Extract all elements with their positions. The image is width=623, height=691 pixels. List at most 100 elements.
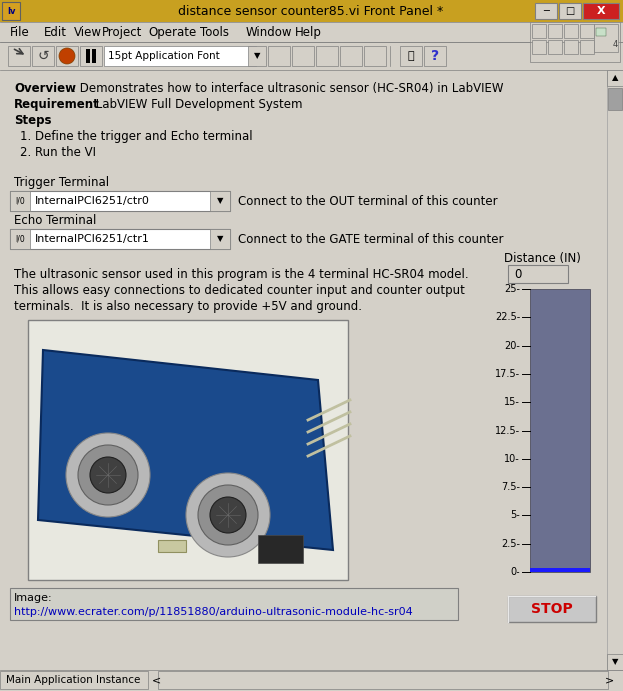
Bar — [400, 46, 422, 66]
Text: Overview: Overview — [14, 82, 76, 95]
Circle shape — [186, 473, 270, 557]
Bar — [340, 46, 362, 66]
Text: STOP: STOP — [531, 602, 573, 616]
Bar — [2, 2, 20, 20]
Bar — [596, 28, 606, 36]
Bar — [564, 24, 578, 38]
Bar — [158, 671, 608, 689]
Text: 15pt Application Font: 15pt Application Font — [108, 51, 220, 61]
Text: <: < — [152, 675, 161, 685]
Text: View: View — [74, 26, 102, 39]
Bar — [530, 22, 620, 62]
Bar — [530, 289, 590, 572]
Bar — [268, 46, 290, 66]
Bar — [10, 588, 458, 620]
Text: 7.5-: 7.5- — [501, 482, 520, 492]
Text: Tools: Tools — [200, 26, 229, 39]
Text: I/0: I/0 — [15, 196, 25, 205]
Bar — [28, 320, 348, 580]
Bar — [608, 88, 622, 110]
Bar — [258, 535, 303, 563]
Bar — [583, 3, 619, 19]
Text: ▲: ▲ — [612, 73, 618, 82]
Bar — [580, 40, 594, 54]
Text: File: File — [10, 26, 30, 39]
Text: 17.5-: 17.5- — [495, 369, 520, 379]
Text: 12.5-: 12.5- — [495, 426, 520, 435]
Text: Echo Terminal: Echo Terminal — [14, 214, 97, 227]
Text: Help: Help — [295, 26, 322, 39]
Text: 1. Define the trigger and Echo terminal: 1. Define the trigger and Echo terminal — [20, 129, 252, 142]
Bar — [0, 671, 148, 689]
Text: InternalPCI6251/ctr0: InternalPCI6251/ctr0 — [35, 196, 150, 206]
Bar — [10, 191, 230, 211]
Text: InternalPCI6251/ctr1: InternalPCI6251/ctr1 — [35, 234, 150, 244]
Bar — [10, 191, 30, 211]
Text: Main Application Instance: Main Application Instance — [6, 675, 140, 685]
Circle shape — [66, 433, 150, 517]
Text: 0-: 0- — [510, 567, 520, 577]
Bar — [564, 40, 578, 54]
Text: 2. Run the VI: 2. Run the VI — [20, 146, 96, 158]
Bar — [548, 24, 562, 38]
Text: 22.5-: 22.5- — [495, 312, 520, 322]
Text: : Demonstrates how to interface ultrasonic sensor (HC-SR04) in LabVIEW: : Demonstrates how to interface ultrason… — [72, 82, 503, 95]
Bar — [364, 46, 386, 66]
Bar — [532, 40, 546, 54]
Bar — [210, 191, 230, 211]
Bar — [292, 46, 314, 66]
Circle shape — [210, 497, 246, 533]
Bar — [0, 22, 623, 42]
Text: 15-: 15- — [504, 397, 520, 407]
Bar — [210, 229, 230, 249]
Bar — [559, 3, 581, 19]
Text: ▼: ▼ — [254, 52, 260, 61]
Text: :: : — [46, 113, 50, 126]
Text: : LabVIEW Full Development System: : LabVIEW Full Development System — [88, 97, 303, 111]
Text: ?: ? — [431, 49, 439, 63]
Text: This allows easy connections to dedicated counter input and counter output: This allows easy connections to dedicate… — [14, 283, 465, 296]
Bar — [532, 24, 546, 38]
Text: I/0: I/0 — [15, 234, 25, 243]
Text: Trigger Terminal: Trigger Terminal — [14, 176, 109, 189]
Text: ▼: ▼ — [612, 658, 618, 667]
Text: 2.5-: 2.5- — [501, 539, 520, 549]
Text: http://www.ecrater.com/p/11851880/arduino-ultrasonic-module-hc-sr04: http://www.ecrater.com/p/11851880/arduin… — [14, 607, 413, 617]
Bar — [8, 46, 30, 66]
Text: 0: 0 — [514, 267, 521, 281]
Bar — [607, 654, 623, 670]
Bar — [508, 596, 596, 622]
Text: Edit: Edit — [44, 26, 67, 39]
Bar — [535, 3, 557, 19]
Bar — [86, 49, 90, 63]
Circle shape — [78, 445, 138, 505]
Text: The ultrasonic sensor used in this program is the 4 terminal HC-SR04 model.: The ultrasonic sensor used in this progr… — [14, 267, 468, 281]
Text: ▼: ▼ — [217, 196, 223, 205]
Polygon shape — [38, 350, 333, 550]
Text: 🔍: 🔍 — [407, 51, 414, 61]
Text: 5-: 5- — [510, 511, 520, 520]
Text: Steps: Steps — [14, 113, 52, 126]
Text: Connect to the GATE terminal of this counter: Connect to the GATE terminal of this cou… — [238, 232, 503, 245]
Bar — [10, 229, 230, 249]
Bar — [607, 70, 623, 670]
Bar — [316, 46, 338, 66]
Bar — [580, 24, 594, 38]
Text: Window: Window — [246, 26, 293, 39]
Circle shape — [198, 485, 258, 545]
Bar — [10, 229, 30, 249]
Circle shape — [59, 48, 75, 64]
Bar — [0, 70, 607, 670]
Bar — [92, 49, 96, 63]
Text: 4: 4 — [612, 39, 617, 48]
Text: terminals.  It is also necessary to provide +5V and ground.: terminals. It is also necessary to provi… — [14, 299, 362, 312]
Text: Distance (IN): Distance (IN) — [503, 252, 581, 265]
Text: □: □ — [566, 6, 574, 16]
Bar — [32, 46, 54, 66]
Text: ─: ─ — [543, 6, 549, 16]
Bar — [548, 40, 562, 54]
Bar — [56, 46, 78, 66]
Text: 10-: 10- — [504, 454, 520, 464]
Bar — [424, 46, 446, 66]
Bar — [248, 46, 266, 66]
